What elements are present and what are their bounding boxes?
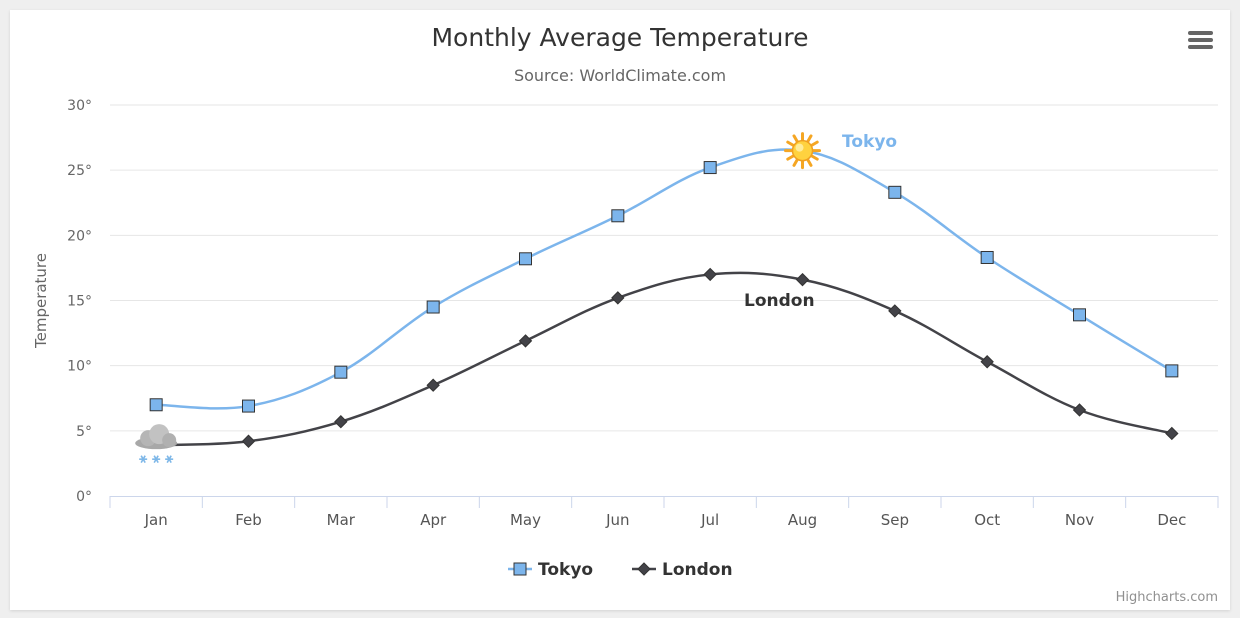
- x-tick-label: Dec: [1157, 511, 1186, 529]
- data-point-tokyo[interactable]: [888, 185, 902, 199]
- data-point-tokyo[interactable]: [242, 399, 255, 413]
- credits-link[interactable]: Highcharts.com: [1115, 590, 1218, 605]
- data-point-london[interactable]: [1165, 426, 1179, 441]
- x-tick-label: Sep: [881, 511, 909, 529]
- series-line-tokyo: [156, 148, 1173, 410]
- data-point-tokyo[interactable]: [1165, 364, 1179, 378]
- snowflake: [166, 455, 172, 464]
- x-tick-label: Oct: [974, 511, 1000, 529]
- x-tick-label: Jul: [700, 511, 719, 529]
- legend-item-tokyo[interactable]: Tokyo: [508, 560, 593, 580]
- data-point-london[interactable]: [703, 267, 717, 282]
- data-point-london[interactable]: [1072, 403, 1087, 417]
- line-chart: Monthly Average Temperature Source: World…: [32, 23, 1219, 580]
- data-point-tokyo[interactable]: [611, 209, 625, 223]
- chart-subtitle: Source: WorldClimate.com: [514, 66, 726, 85]
- y-tick-label: 0°: [76, 489, 92, 505]
- series-line-london: [156, 271, 1173, 447]
- data-point-tokyo[interactable]: [980, 250, 994, 264]
- x-tick-label: Feb: [235, 511, 262, 529]
- data-point-london[interactable]: [334, 415, 348, 429]
- x-tick-label: May: [510, 511, 541, 529]
- x-tick-label: Apr: [420, 511, 447, 529]
- data-point-london[interactable]: [241, 434, 256, 448]
- series-label-tokyo: Tokyo: [842, 132, 897, 152]
- data-point-london[interactable]: [611, 291, 625, 305]
- x-tick-label: Nov: [1065, 511, 1094, 529]
- data-point-london[interactable]: [980, 355, 994, 369]
- y-tick-label: 15°: [67, 294, 92, 310]
- cloud-part: [162, 433, 177, 448]
- y-axis-title: Temperature: [32, 253, 50, 349]
- data-point-london[interactable]: [888, 304, 902, 318]
- data-point-tokyo[interactable]: [149, 398, 163, 412]
- chart-title: Monthly Average Temperature: [431, 23, 808, 52]
- legend-item-london[interactable]: London: [632, 560, 733, 580]
- y-tick-label: 10°: [67, 359, 92, 375]
- x-tick-label: Aug: [788, 511, 817, 529]
- legend-marker: [637, 562, 651, 576]
- series-label-london: London: [744, 291, 815, 311]
- data-point-london[interactable]: [426, 378, 440, 392]
- y-tick-label: 5°: [76, 424, 92, 440]
- chart-container: Monthly Average Temperature Source: World…: [10, 10, 1230, 610]
- y-tick-label: 20°: [67, 228, 92, 244]
- legend-marker: [513, 562, 527, 576]
- y-tick-label: 30°: [67, 98, 92, 114]
- x-tick-label: Jan: [144, 511, 168, 529]
- data-point-tokyo[interactable]: [703, 161, 717, 175]
- snowflake: [153, 455, 159, 464]
- y-tick-label: 25°: [67, 163, 92, 179]
- snowflake: [140, 455, 146, 464]
- data-point-tokyo[interactable]: [1073, 308, 1086, 322]
- legend-label: Tokyo: [538, 560, 593, 580]
- data-point-tokyo[interactable]: [334, 365, 348, 379]
- sun-icon: [784, 132, 821, 170]
- sun-highlight: [795, 143, 804, 152]
- sun-disc: [791, 139, 814, 162]
- data-point-london[interactable]: [518, 334, 533, 348]
- snow-cloud-icon: [135, 424, 178, 464]
- legend-label: London: [662, 560, 733, 580]
- data-point-london[interactable]: [795, 272, 810, 287]
- data-point-tokyo[interactable]: [426, 300, 440, 314]
- hamburger-menu-icon[interactable]: [1184, 28, 1214, 54]
- x-tick-label: Jun: [605, 511, 629, 529]
- x-tick-label: Mar: [327, 511, 356, 529]
- data-point-tokyo[interactable]: [519, 252, 532, 266]
